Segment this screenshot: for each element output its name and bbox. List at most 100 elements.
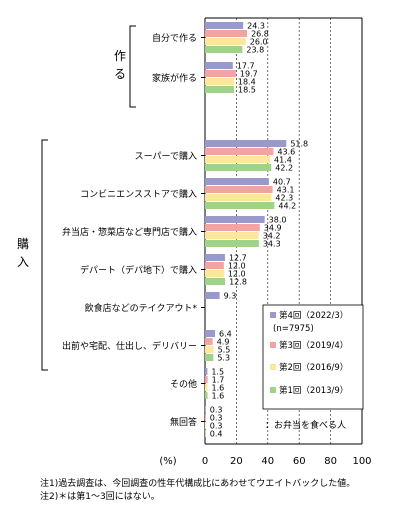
category-label: デパート（デパ地下）で購入 [80,264,197,276]
data-label: 0.4 [210,430,223,439]
bar [205,164,272,171]
data-label: 18.4 [238,78,256,87]
data-label: 0.3 [210,414,223,423]
x-tick-label: 60 [293,456,306,467]
category-label: コンビニエンスストアで購入 [80,188,197,200]
bar [205,368,208,375]
x-tick-label: 80 [324,456,337,467]
bar [205,30,248,37]
group-bracket-buy [41,139,48,371]
data-label: 12.0 [228,262,246,271]
bar [205,140,287,147]
bar [205,186,273,193]
x-tick-label: 100 [352,456,371,467]
data-label: 34.3 [263,240,281,249]
bar [205,406,206,413]
x-tick-label: 40 [261,456,274,467]
bar [205,430,206,437]
x-unit-label: (%) [159,456,176,467]
group-bracket-make [129,25,136,108]
data-label: 9.3 [224,292,237,301]
bar [205,22,244,29]
data-label: 6.4 [219,330,232,339]
data-label: 24.3 [247,22,265,31]
bar [205,216,265,223]
footnote-2: 注2)＊は第1～3回にはない。 [40,492,160,502]
category-label: 出前や宅配、仕出し、デリバリー [62,340,197,352]
data-label: 26.0 [250,38,268,47]
group-label-buy: 購 [17,237,29,251]
data-label: 43.6 [277,148,295,157]
data-label: 0.3 [210,422,223,431]
bar [205,392,208,399]
bar [205,376,208,383]
data-label: 42.3 [275,194,293,203]
legend-swatch [270,364,276,370]
bar [205,62,233,69]
footnote-1: 注1)過去調査は、今回調査の性年代構成比にあわせてウエイトバックした値。 [40,479,356,489]
data-label: 42.2 [275,164,293,173]
bar [205,148,274,155]
bar [205,254,225,261]
data-label: 18.5 [238,86,256,95]
data-label: 1.5 [211,368,224,377]
data-label: 40.7 [273,178,291,187]
data-label: 17.7 [237,62,255,71]
data-label: 4.9 [217,338,230,347]
data-label: 43.1 [277,186,295,195]
category-label: 飲食店などのテイクアウト* [85,302,198,314]
legend-item: 第4回（2022/3） [279,310,348,321]
category-label: 弁当店・惣菜店など専門店で購入 [62,226,197,238]
legend-note: ：お弁当を食べる人 [265,419,346,431]
data-label: 12.0 [228,270,246,279]
data-label: 1.6 [212,392,225,401]
group-label-buy: 入 [17,255,29,269]
bar [205,156,270,163]
data-label: 34.2 [263,232,281,241]
bar [205,292,220,299]
data-label: 12.8 [229,278,247,287]
bar [205,278,226,285]
bar [205,224,260,231]
legend-item: 第3回（2019/4） [279,340,348,351]
legend-swatch [270,387,276,393]
data-label: 26.8 [251,30,269,39]
bar [205,346,214,353]
bar [205,78,234,85]
chart: 0 20 40 60 80 100 (%) 自分で作る 24.326.826.023.8 家族が作… [17,17,372,467]
x-tick-label: 20 [230,456,243,467]
legend-item-sub: (n=7975) [273,324,314,334]
bar [205,178,269,185]
group-label-make: 作 [114,49,126,63]
category-label: その他 [170,378,197,390]
x-tick-label: 0 [202,456,208,467]
category-label: 自分で作る [152,32,197,44]
data-label: 5.3 [217,354,230,363]
bar [205,384,208,391]
data-label: 1.7 [212,376,225,385]
legend-box [262,304,364,410]
bar [205,338,213,345]
footnotes: 注1)過去調査は、今回調査の性年代構成比にあわせてウエイトバックした値。 注2)… [40,478,405,504]
bar [205,202,275,209]
data-label: 34.9 [264,224,282,233]
legend-swatch [270,342,276,348]
bar [205,262,224,269]
data-label: 0.3 [210,406,223,415]
bar [205,194,272,201]
bar [205,232,259,239]
bar [205,46,243,53]
data-label: 38.0 [269,216,287,225]
data-label: 51.8 [290,140,308,149]
data-label: 19.7 [240,70,258,79]
bar [205,270,224,277]
category-label: 無回答 [170,416,197,428]
legend-item: 第1回（2013/9） [279,385,348,396]
data-label: 44.2 [278,202,296,211]
bar [205,414,206,421]
data-label: 23.8 [246,46,264,55]
bar [205,240,259,247]
data-label: 12.7 [229,254,247,263]
data-label: 1.6 [212,384,225,393]
bar [205,330,216,337]
